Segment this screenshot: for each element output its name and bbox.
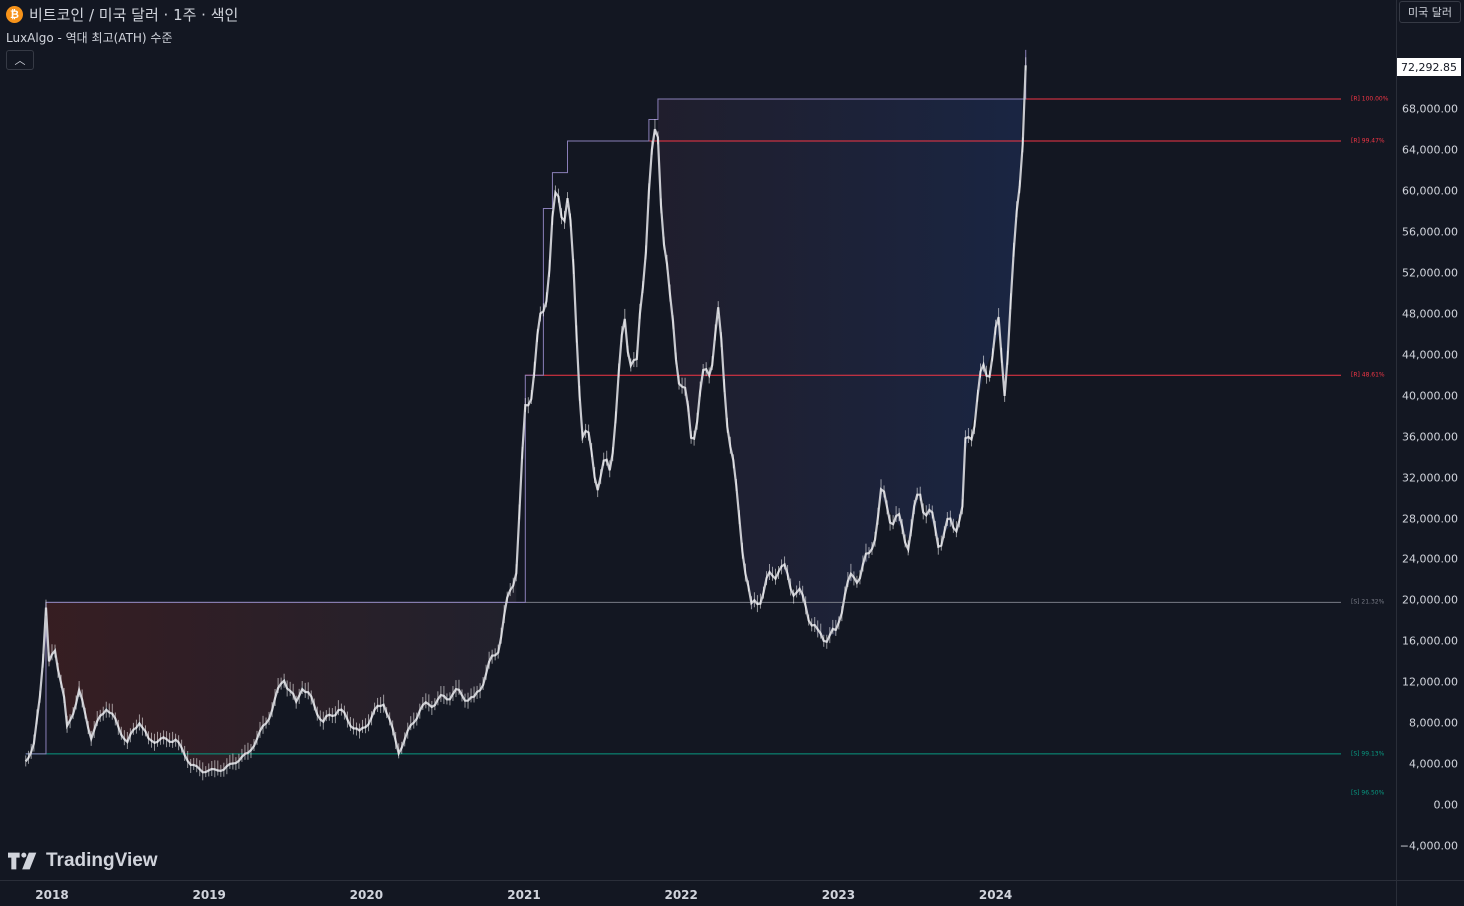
chart-pane[interactable]: [R] 100.00% [R] 99.47% [R] 48.61% [S] 21.32… xyxy=(0,0,1396,880)
ath-level-label: [R] 100.00% xyxy=(1351,95,1389,103)
ath-drawdown-fill xyxy=(657,98,1023,637)
time-tick-label: 2020 xyxy=(349,888,384,902)
price-tick-label: 4,000.00 xyxy=(1409,757,1458,771)
axis-corner xyxy=(1396,880,1464,906)
price-tick-label: 32,000.00 xyxy=(1402,471,1458,485)
price-tick-label: 36,000.00 xyxy=(1402,430,1458,444)
price-tick-label: 60,000.00 xyxy=(1402,184,1458,198)
collapse-legend-button[interactable]: ︿ xyxy=(6,50,34,70)
price-tick-label: 48,000.00 xyxy=(1402,307,1458,321)
price-tick-label: 68,000.00 xyxy=(1402,102,1458,116)
price-tick-label: 8,000.00 xyxy=(1409,716,1458,730)
price-axis[interactable]: 미국 달러 72,000.0068,000.0064,000.0060,000.… xyxy=(1396,0,1464,880)
tradingview-watermark: TradingView xyxy=(8,850,158,872)
time-tick-label: 2021 xyxy=(507,888,541,902)
price-tick-label: −4,000.00 xyxy=(1399,839,1458,853)
symbol-title: 비트코인 / 미국 달러 · 1주 · 색인 xyxy=(29,6,239,24)
time-tick-label: 2022 xyxy=(664,888,698,902)
ath-level-label: [R] 99.47% xyxy=(1351,137,1385,145)
time-tick-label: 2018 xyxy=(35,888,69,902)
time-tick-label: 2024 xyxy=(978,888,1013,902)
price-tick-label: 56,000.00 xyxy=(1402,225,1458,239)
price-tick-label: 24,000.00 xyxy=(1402,552,1458,566)
ath-level-label: [S] 99.13% xyxy=(1351,750,1385,758)
price-tick-label: 0.00 xyxy=(1433,798,1459,812)
ath-drawdown-fill xyxy=(45,564,517,772)
price-tick-label: 44,000.00 xyxy=(1402,348,1458,362)
price-tick-label: 12,000.00 xyxy=(1402,675,1458,689)
time-tick-label: 2019 xyxy=(192,888,226,902)
ath-level-label: [R] 48.61% xyxy=(1351,371,1385,379)
price-tick-label: 16,000.00 xyxy=(1402,634,1458,648)
price-tick-label: 64,000.00 xyxy=(1402,143,1458,157)
price-tick-label: 52,000.00 xyxy=(1402,266,1458,280)
ath-level-label: [S] 21.32% xyxy=(1351,598,1385,606)
price-chart[interactable] xyxy=(0,0,1396,880)
ath-level-label: [S] 96.50% xyxy=(1351,789,1385,797)
time-axis[interactable]: 2018 2019 2020 2021 2022 2023 2024 xyxy=(0,880,1396,906)
currency-button[interactable]: 미국 달러 xyxy=(1399,1,1461,23)
last-price-label: 72,292.85 xyxy=(1397,58,1461,76)
ath-step-line xyxy=(25,49,1027,755)
price-tick-label: 20,000.00 xyxy=(1402,593,1458,607)
time-tick-label: 2023 xyxy=(821,888,856,902)
chevron-up-icon: ︿ xyxy=(14,54,26,67)
indicator-legend[interactable]: LuxAlgo - 역대 최고(ATH) 수준 xyxy=(6,31,173,45)
watermark-text: TradingView xyxy=(46,850,158,871)
bitcoin-icon: ₿ xyxy=(6,6,23,23)
price-tick-label: 28,000.00 xyxy=(1402,512,1458,525)
symbol-header[interactable]: ₿ 비트코인 / 미국 달러 · 1주 · 색인 xyxy=(6,4,238,25)
price-tick-label: 40,000.00 xyxy=(1402,389,1458,403)
tradingview-logo-icon xyxy=(8,852,37,870)
